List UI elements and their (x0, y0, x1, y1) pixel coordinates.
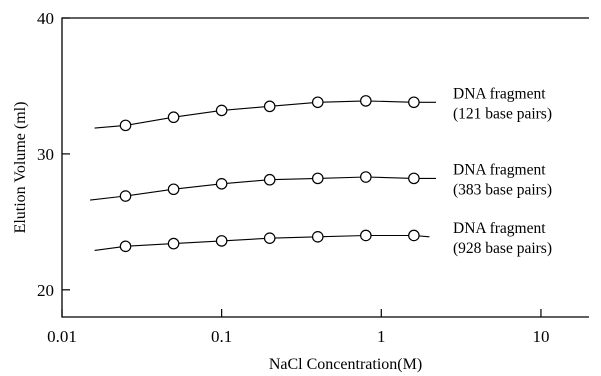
data-point (167, 183, 180, 196)
data-point (263, 100, 276, 113)
data-point (119, 190, 132, 202)
x-tick-label: 0.1 (211, 327, 232, 346)
data-point (119, 119, 132, 132)
data-point (119, 240, 132, 253)
data-point (408, 96, 420, 109)
data-point (408, 172, 420, 185)
data-point (311, 231, 324, 243)
y-axis-title: Elution Volume (ml) (12, 102, 29, 234)
data-point (408, 229, 420, 242)
data-point (360, 95, 372, 107)
series-annotation-2: DNA fragment (453, 161, 546, 178)
series-annotation-3: (928 base pairs) (453, 240, 552, 257)
data-point (215, 235, 228, 247)
series-annotation-3: DNA fragment (453, 220, 546, 237)
x-tick-label: 1 (377, 327, 386, 346)
x-axis: 0.01 0.1 1 10 (47, 309, 549, 346)
data-point (263, 173, 276, 186)
data-point (215, 104, 228, 117)
annotations: DNA fragment (121 base pairs) DNA fragment… (453, 85, 552, 257)
data-point (263, 232, 276, 244)
y-axis: 20 30 40 (37, 9, 70, 300)
series-group (90, 95, 436, 253)
data-point (311, 172, 324, 185)
data-point (360, 171, 372, 183)
x-axis-title: NaCl Concentration(M) (269, 356, 422, 373)
plot-frame (61, 17, 589, 318)
y-tick-label: 40 (37, 9, 54, 28)
data-point (360, 229, 372, 242)
axes-frame (61, 17, 589, 318)
y-tick-label: 30 (37, 145, 54, 164)
series-annotation-2: (383 base pairs) (453, 181, 552, 198)
x-tick-label: 0.01 (47, 327, 77, 346)
x-tick-label: 10 (532, 327, 549, 346)
series-line-2 (90, 176, 436, 201)
series-annotation-1: DNA fragment (453, 85, 546, 102)
data-point (167, 237, 180, 250)
data-point (311, 96, 324, 109)
series-annotation-1: (121 base pairs) (453, 105, 552, 122)
y-tick-label: 20 (37, 281, 54, 300)
data-point (167, 111, 180, 124)
series-line-3 (94, 234, 430, 251)
data-point (215, 178, 228, 190)
